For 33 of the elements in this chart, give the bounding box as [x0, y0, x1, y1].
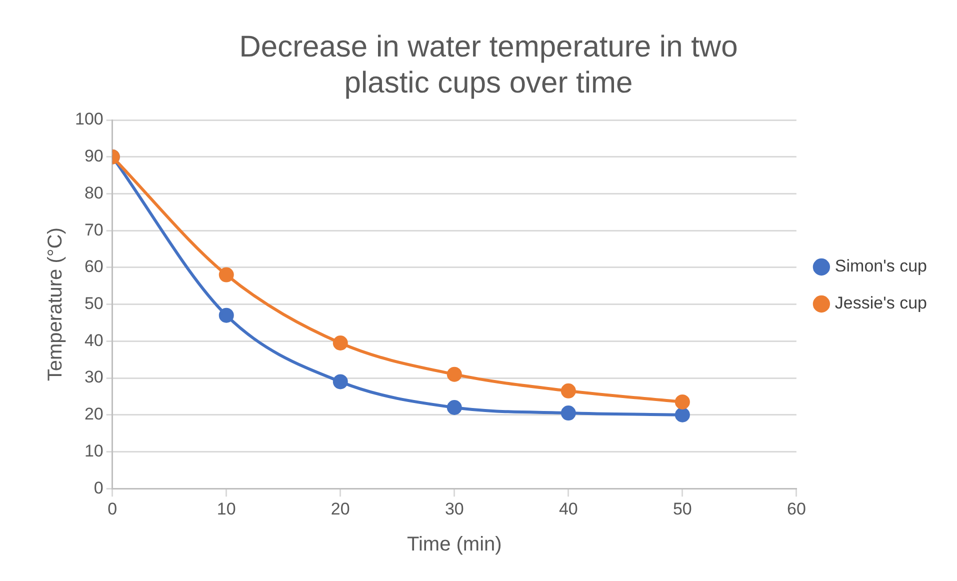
legend-label: Simon's cup	[834, 256, 928, 276]
y-axis-title: Temperature (°C)	[44, 228, 67, 382]
y-tick-label: 100	[74, 110, 104, 129]
point	[674, 407, 690, 422]
x-axis-title: Time (min)	[406, 534, 502, 556]
chart-title: Decrease in water temperature in two plastic cups over time	[239, 30, 738, 100]
y-tick-label: 70	[84, 220, 104, 240]
point	[332, 336, 348, 351]
y-tick-label: 60	[84, 257, 104, 276]
x-tick-label: 0	[108, 499, 118, 518]
point	[674, 394, 690, 410]
point	[218, 308, 234, 323]
y-tick-label: 10	[84, 441, 104, 460]
y-tick-label: 30	[84, 368, 104, 387]
point	[332, 374, 348, 390]
y-tick-label: 90	[84, 146, 104, 166]
x-tick-label: 60	[786, 499, 806, 518]
x-tick-label: 50	[672, 499, 692, 518]
y-tick-label: 50	[84, 294, 104, 313]
legend-label: Jessie's cup	[834, 294, 928, 313]
y-tick-label: 20	[84, 404, 104, 424]
point	[446, 366, 462, 382]
y-tick-label: 40	[84, 330, 104, 350]
point	[218, 267, 234, 282]
x-tick-label: 10	[216, 499, 236, 518]
x-tick-label: 20	[330, 499, 350, 518]
point	[560, 406, 576, 421]
y-tick-label: 0	[94, 478, 104, 498]
point	[560, 383, 576, 398]
x-tick-label: 30	[444, 499, 464, 518]
x-tick-label: 40	[558, 499, 578, 518]
y-tick-label: 80	[84, 183, 104, 202]
point	[446, 400, 462, 416]
